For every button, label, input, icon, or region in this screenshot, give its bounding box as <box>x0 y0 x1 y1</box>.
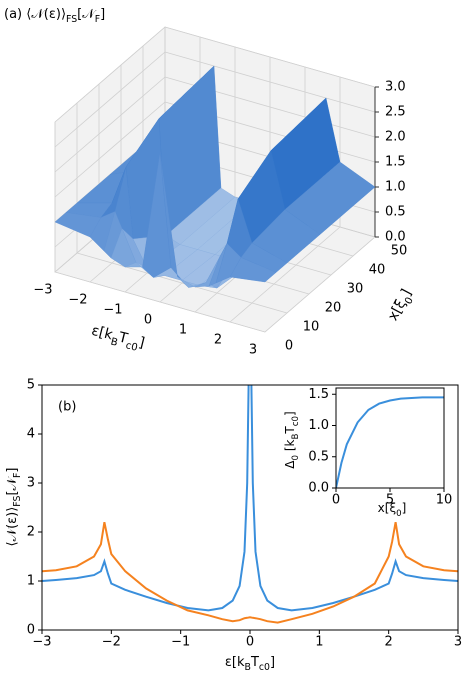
y-axis-label-part: 0 <box>403 295 416 306</box>
grid-line <box>229 226 341 323</box>
x-axis-label-part: ] <box>137 334 146 351</box>
grid-line <box>76 252 288 314</box>
surface-patch <box>229 257 277 283</box>
y-axis-label-part: Δ <box>283 460 297 469</box>
x-axis-label: x[ξ0] <box>378 501 407 519</box>
plot-area <box>336 388 444 488</box>
x-axis-label-part: 0 <box>396 509 402 519</box>
panel-title: (a) ⟨𝒩(ε)⟩FS[𝒩F] <box>4 7 105 26</box>
x-tick-label: 5 <box>386 493 394 508</box>
x-axis-label-part: ε[k <box>225 655 245 670</box>
y-axis-label-part: ⟨𝒩(ε)⟩ <box>5 507 20 547</box>
y-tick-label: 50 <box>391 244 408 259</box>
x-axis-label-part: ε[k <box>90 323 115 344</box>
x-tick-label: −3 <box>32 635 51 650</box>
grid-line <box>54 271 266 333</box>
grid-line <box>264 236 376 333</box>
x-tick-label: 1 <box>179 323 187 338</box>
y-tick-label: 1.5 <box>308 387 329 402</box>
grid-line <box>164 51 376 113</box>
x-tick-label: 2 <box>385 635 393 650</box>
x-tick-label: −2 <box>68 293 87 308</box>
z-tick-label: 0.5 <box>385 205 406 220</box>
y-tick-label: 2 <box>27 525 35 540</box>
y-axis-label-part: 0 <box>291 455 301 461</box>
grid-line <box>54 26 166 123</box>
y-tick-label: 30 <box>347 282 364 297</box>
z-tick-label: 1.5 <box>385 155 406 170</box>
y-axis-label-part: [𝒩 <box>5 475 20 495</box>
grid-line <box>54 76 166 173</box>
panel-title: (b) <box>58 400 76 415</box>
y-tick-label: 0 <box>285 339 293 354</box>
x-tick-label: 10 <box>436 493 453 508</box>
x-axis-label-part: c0 <box>259 662 270 673</box>
x-axis-label-part: x[ξ <box>378 501 396 515</box>
x-tick-label: −2 <box>102 635 121 650</box>
panel-title-part: F <box>95 14 100 25</box>
y-tick-label: 4 <box>27 427 35 442</box>
x-tick-label: 0 <box>332 493 340 508</box>
x-axis-label-part: c0 <box>125 340 139 354</box>
y-axis-label: ⟨𝒩(ε)⟩FS[𝒩F] <box>5 468 24 547</box>
y-axis-label-part: [k <box>283 439 297 454</box>
y-axis-label-part: B <box>291 434 301 440</box>
y-tick-label: 0 <box>27 623 35 638</box>
x-tick-label: 0 <box>144 313 152 328</box>
x-tick-label: 1 <box>315 635 323 650</box>
data-line <box>336 396 444 488</box>
z-tick-label: 3.0 <box>385 80 406 95</box>
x-axis-label-part: ] <box>402 501 407 515</box>
y-axis-label: Δ0 [kBTc0] <box>283 411 301 468</box>
panel-title-part: FS <box>66 14 77 25</box>
y-axis-label-part: FS <box>12 495 23 506</box>
y-tick-label: 1 <box>27 574 35 589</box>
y-tick-label: 20 <box>325 301 342 316</box>
x-tick-label: 3 <box>454 635 462 650</box>
data-line <box>42 385 458 612</box>
y-tick-label: 0.5 <box>308 449 329 464</box>
x-axis-label: ε[kBTc0] <box>89 323 146 355</box>
x-axis-label: ε[kBTc0] <box>225 655 275 674</box>
panel-title-part: (a) ⟨𝒩(ε)⟩ <box>4 7 66 22</box>
z-tick-label: 2.5 <box>385 105 406 120</box>
x-axis-label-part: T <box>250 655 259 670</box>
z-tick-label: 2.0 <box>385 130 406 145</box>
y-axis-label-part: ] <box>283 411 297 416</box>
y-axis-label: x[ξ0] <box>385 286 418 325</box>
y-axis-label-part: F <box>12 473 23 478</box>
z-tick-label: 1.0 <box>385 180 406 195</box>
panel-title-part: ] <box>100 7 105 22</box>
grid-line <box>54 51 166 148</box>
data-line <box>42 522 458 624</box>
y-axis-label-part: ] <box>5 468 20 473</box>
grid-line <box>54 101 166 198</box>
y-axis-label-part: c0 <box>291 416 301 426</box>
y-tick-label: 1.0 <box>308 418 329 433</box>
x-tick-label: 0 <box>246 635 254 650</box>
y-axis-label-part: T <box>283 426 297 435</box>
y-tick-label: 40 <box>369 263 386 278</box>
y-tick-label: 3 <box>27 476 35 491</box>
y-tick-label: 0.0 <box>308 481 329 496</box>
grid-line <box>164 26 376 88</box>
x-tick-label: −1 <box>103 303 122 318</box>
x-axis-label-part: B <box>110 336 119 348</box>
z-tick-label: 0.0 <box>385 230 406 245</box>
y-tick-label: 5 <box>27 378 35 393</box>
x-axis-label-part: B <box>245 662 251 673</box>
y-tick-label: 10 <box>303 320 320 335</box>
panel-title-part: [𝒩 <box>77 7 97 22</box>
x-tick-label: 2 <box>214 333 222 348</box>
x-tick-label: 3 <box>249 343 257 358</box>
x-tick-label: −1 <box>171 635 190 650</box>
x-tick-label: −3 <box>33 283 52 298</box>
x-axis-label-part: ] <box>270 655 275 670</box>
x-axis-label-part: T <box>116 329 130 347</box>
